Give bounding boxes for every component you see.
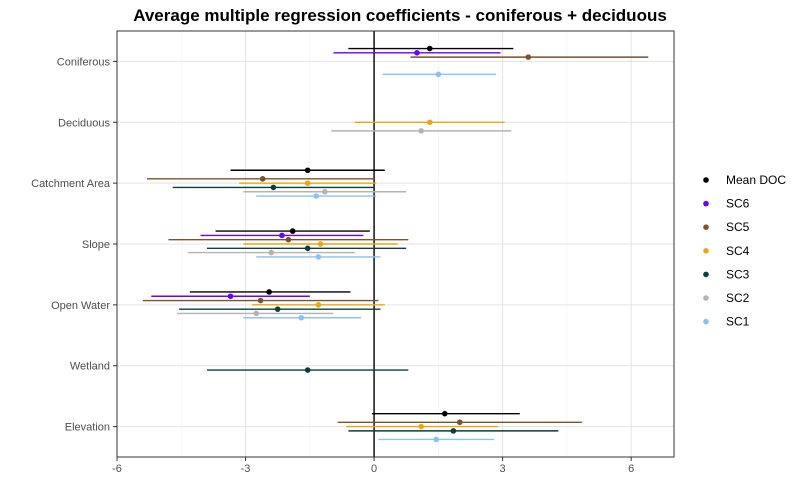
estimate-point	[285, 236, 292, 243]
estimate-point	[315, 254, 322, 260]
estimate-point	[304, 180, 311, 186]
y-tick-label: Catchment Area	[31, 178, 111, 190]
estimate-point	[433, 436, 440, 443]
x-tick-label: -6	[112, 463, 122, 475]
y-tick-label: Open Water	[51, 300, 110, 312]
estimate-point	[266, 289, 272, 295]
estimate-point	[313, 193, 320, 199]
plot-area: -6 -3 0 3 6 Coniferous Deciduous Catchment Area…	[31, 30, 675, 475]
y-tick-label: Wetland	[70, 361, 110, 373]
estimate-point	[450, 428, 457, 434]
y-tick-label: Elevation	[65, 422, 110, 434]
estimate-point	[414, 50, 420, 56]
legend-key	[703, 318, 709, 325]
legend-label: SC6	[726, 197, 750, 211]
estimate-point	[426, 119, 433, 126]
estimate-point	[227, 293, 234, 300]
legend-label: SC4	[726, 244, 750, 258]
estimate-point	[304, 167, 311, 174]
estimate-point	[274, 306, 281, 312]
estimate-point	[426, 45, 433, 52]
legend-key	[703, 295, 709, 301]
legend-key	[703, 177, 709, 183]
y-tick-label: Slope	[82, 239, 110, 251]
chart-title: Average multiple regression coefficients…	[133, 6, 667, 25]
estimate-point	[304, 367, 311, 373]
estimate-point	[270, 184, 277, 191]
y-tick-label: Coniferous	[57, 56, 111, 68]
x-tick-label: 3	[500, 463, 506, 475]
estimate-point	[304, 245, 311, 252]
x-tick-label: -3	[241, 463, 251, 475]
x-tick-label: 6	[628, 463, 634, 475]
legend-label: SC5	[726, 220, 750, 234]
estimate-point	[315, 302, 322, 308]
estimate-point	[418, 128, 425, 134]
legend-key	[703, 200, 709, 207]
estimate-point	[268, 249, 275, 256]
estimate-point	[317, 241, 324, 247]
estimate-point	[322, 188, 328, 195]
y-tick-label: Deciduous	[58, 117, 110, 129]
legend-key	[703, 271, 709, 278]
x-tick-label: 0	[371, 463, 377, 475]
estimate-point	[525, 54, 532, 60]
estimate-point	[259, 176, 266, 182]
estimate-point	[289, 228, 296, 234]
estimate-point	[279, 232, 285, 239]
legend: Mean DOC SC6 SC5 SC4 SC3 SC2 SC1	[703, 173, 786, 329]
legend-label: Mean DOC	[726, 173, 786, 187]
legend-key	[703, 248, 709, 254]
estimate-point	[456, 419, 463, 426]
legend-label: SC3	[726, 267, 750, 281]
legend-label: SC2	[726, 291, 750, 305]
estimate-point	[253, 310, 260, 317]
estimate-point	[298, 314, 305, 321]
estimate-point	[257, 297, 264, 304]
estimate-point	[418, 423, 425, 430]
estimate-point	[435, 71, 442, 78]
legend-label: SC1	[726, 315, 750, 329]
legend-key	[703, 224, 709, 230]
estimate-point	[441, 410, 448, 417]
